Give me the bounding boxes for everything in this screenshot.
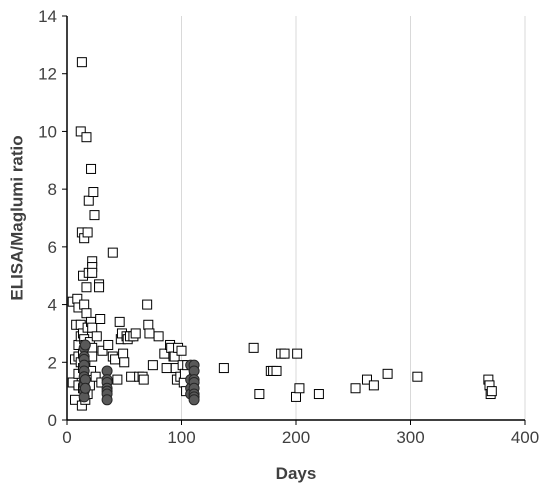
open-square-point [88, 187, 99, 198]
open-square-point [89, 210, 100, 221]
open-square-point [248, 342, 259, 353]
open-square-point [90, 371, 101, 382]
y-tick-labels: 0 2 4 6 8 10 12 14 [38, 7, 57, 430]
y-tick-label: 2 [48, 353, 57, 372]
open-square-point [350, 383, 361, 394]
filled-circle-point [101, 394, 113, 406]
x-tick-label: 400 [511, 428, 539, 447]
gridlines [181, 16, 526, 420]
x-tick-label: 200 [282, 428, 310, 447]
filled-circle-point [188, 394, 200, 406]
open-square-point [368, 380, 379, 391]
open-square-point [130, 328, 141, 339]
open-square-point [313, 389, 324, 400]
open-square-point [86, 163, 97, 174]
open-square-point [119, 357, 130, 368]
open-square-point [118, 348, 129, 359]
open-square-point [292, 348, 303, 359]
open-square-point [147, 360, 158, 371]
open-square-point [486, 386, 497, 397]
open-square-point [412, 371, 423, 382]
y-tick-label: 8 [48, 180, 57, 199]
open-square-point [82, 227, 93, 238]
x-axis-title: Days [276, 464, 317, 483]
open-square-point [94, 282, 105, 293]
open-square-point [81, 282, 92, 293]
y-tick-label: 0 [48, 411, 57, 430]
filled-circle-point [79, 382, 91, 394]
open-square-point [161, 363, 172, 374]
open-square-point [153, 331, 164, 342]
open-square-point [97, 345, 108, 356]
open-square-point [103, 339, 114, 350]
open-square-point [254, 389, 265, 400]
open-square-point [76, 57, 87, 68]
filled-circle-point [79, 339, 91, 351]
y-tick-label: 4 [48, 296, 57, 315]
open-square-point [114, 316, 125, 327]
data-points [67, 57, 497, 411]
y-tick-label: 12 [38, 65, 57, 84]
y-tick-label: 14 [38, 7, 57, 26]
open-square-point [361, 374, 372, 385]
open-square-point [138, 374, 149, 385]
x-tick-label: 300 [396, 428, 424, 447]
x-tick-labels: 0 100 200 300 400 [62, 428, 539, 447]
open-square-point [87, 322, 98, 333]
open-square-point [112, 374, 123, 385]
open-square-point [218, 363, 229, 374]
open-square-point [279, 348, 290, 359]
open-square-point [107, 247, 118, 258]
open-square-point [95, 314, 106, 324]
open-square-point [81, 132, 92, 143]
open-square-point [142, 299, 153, 310]
y-tick-label: 6 [48, 238, 57, 257]
open-square-point [271, 365, 282, 376]
open-square-point [291, 391, 301, 402]
open-square-point [176, 345, 187, 356]
open-square-point [144, 328, 155, 339]
open-square-point [91, 331, 102, 342]
open-square-point [294, 383, 305, 394]
open-square-point [382, 368, 393, 379]
axes [62, 15, 526, 425]
open-square-point [87, 267, 98, 278]
x-tick-label: 100 [167, 428, 195, 447]
open-square-point [81, 308, 92, 319]
x-tick-label: 0 [62, 428, 71, 447]
open-square-point [143, 319, 154, 330]
open-square-point [79, 299, 90, 310]
open-square-point [83, 195, 94, 206]
open-square-point [75, 126, 86, 137]
y-axis-title: ELISA/Maglumi ratio [7, 135, 26, 300]
y-tick-label: 10 [38, 122, 57, 141]
